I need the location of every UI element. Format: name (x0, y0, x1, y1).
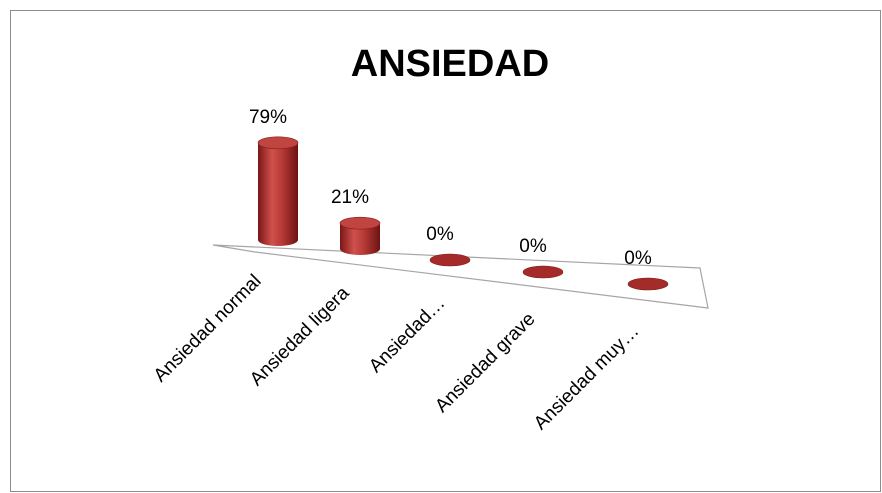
chart-title: ANSIEDAD (351, 43, 549, 85)
bar (258, 142, 298, 246)
floor (212, 244, 709, 309)
data-label: 21% (331, 187, 369, 208)
bar (429, 253, 471, 267)
bar-top (339, 216, 381, 230)
bar (522, 265, 564, 279)
chart-border (10, 10, 881, 492)
bar-top (257, 136, 299, 150)
data-label: 0% (519, 236, 547, 257)
data-label: 0% (624, 248, 652, 269)
data-label: 0% (426, 224, 454, 245)
data-label: 79% (249, 107, 287, 128)
bar (340, 223, 380, 255)
bar (627, 277, 669, 291)
